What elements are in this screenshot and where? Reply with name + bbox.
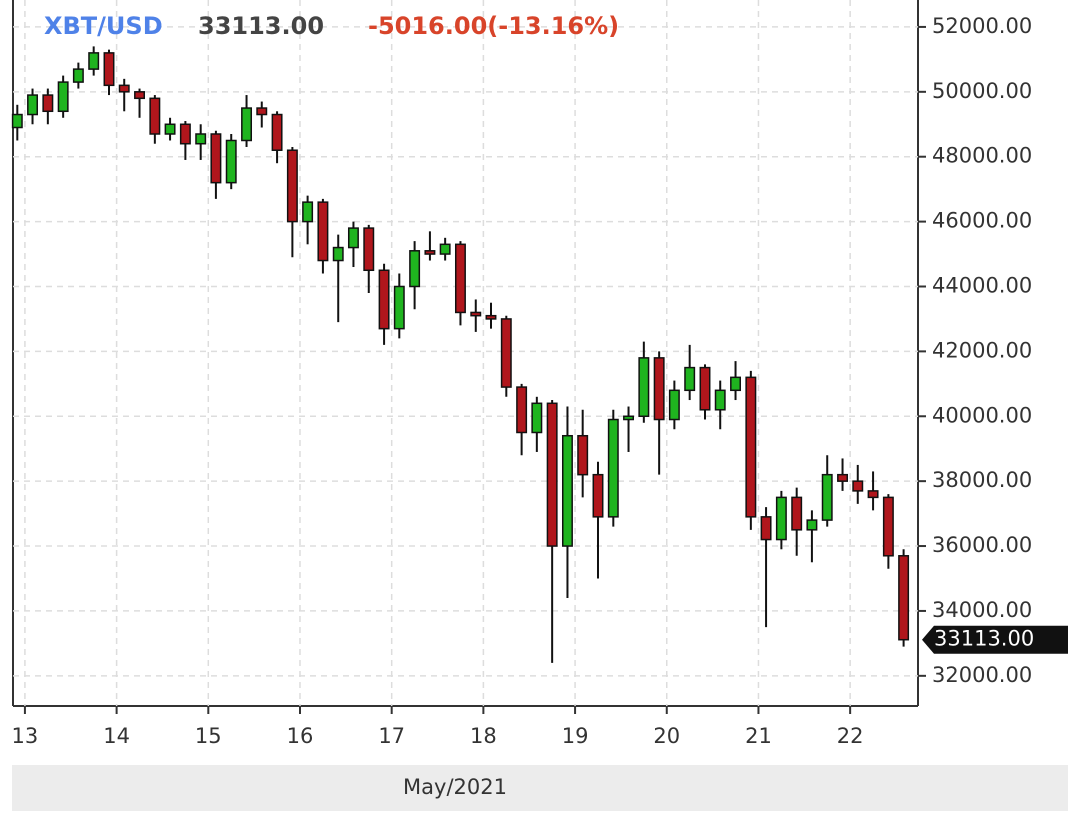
price-change: -5016.00(-13.16%) — [368, 12, 619, 40]
last-price: 33113.00 — [198, 12, 324, 40]
candle-body — [684, 366, 696, 392]
candle-body — [607, 418, 619, 518]
candle-body — [72, 68, 84, 83]
x-axis-label: May/2021 — [403, 775, 507, 799]
grid — [13, 0, 918, 706]
candle-body — [241, 107, 253, 142]
candle-body — [27, 94, 38, 116]
candle-body — [378, 269, 390, 330]
candle-body — [623, 415, 634, 421]
candle-body — [806, 519, 818, 531]
y-tick-label: 46000.00 — [932, 209, 1032, 233]
candle-body — [424, 250, 436, 255]
y-tick-label: 32000.00 — [932, 663, 1032, 687]
candle-body — [470, 311, 482, 317]
y-tick-label: 36000.00 — [932, 533, 1032, 557]
candle-body — [256, 107, 268, 116]
candle-body — [745, 376, 757, 518]
candle-body — [699, 366, 711, 411]
y-tick-label: 44000.00 — [932, 273, 1032, 297]
candle-body — [149, 97, 161, 135]
candle-body — [882, 496, 894, 557]
x-tick-label: 18 — [470, 724, 497, 748]
candle-body — [592, 473, 604, 518]
candle-body — [791, 496, 803, 531]
candle-body — [485, 314, 497, 320]
last-price-tag-label: 33113.00 — [934, 627, 1034, 651]
candle-body — [42, 94, 54, 113]
candle-body — [164, 123, 176, 135]
candle-body — [195, 133, 207, 145]
candle-body — [867, 490, 879, 499]
x-tick-label: 16 — [287, 724, 314, 748]
x-tick-label: 14 — [103, 724, 130, 748]
y-tick-label: 40000.00 — [932, 403, 1032, 427]
candle-body — [57, 81, 69, 113]
y-tick-label: 42000.00 — [932, 338, 1032, 362]
candle-body — [531, 402, 543, 434]
x-tick-label: 19 — [562, 724, 589, 748]
candle-body — [271, 113, 283, 151]
candle-body — [286, 149, 298, 223]
candle-body — [454, 243, 466, 314]
candle-body — [393, 285, 405, 330]
candle-body — [409, 250, 421, 288]
candle-body — [317, 201, 329, 262]
candle-body — [730, 376, 742, 392]
candle-body — [516, 386, 528, 434]
candle-body — [821, 473, 833, 521]
x-tick-label: 15 — [195, 724, 222, 748]
x-tick-label: 22 — [837, 724, 864, 748]
last-price-tag — [922, 625, 1068, 654]
candle-body — [775, 496, 787, 541]
candle-body — [179, 123, 191, 145]
candle-body — [210, 133, 222, 184]
candle-body — [837, 473, 849, 482]
candles — [11, 46, 910, 663]
y-tick-label: 38000.00 — [932, 468, 1032, 492]
x-tick-label: 21 — [745, 724, 772, 748]
candle-body — [103, 52, 115, 87]
candle-body — [363, 227, 375, 272]
candle-body — [668, 389, 680, 421]
x-tick-label: 17 — [378, 724, 405, 748]
candle-body — [561, 434, 573, 547]
candle-body — [577, 434, 589, 476]
candle-body — [898, 555, 910, 641]
y-tick-label: 48000.00 — [932, 144, 1032, 168]
candle-body — [546, 402, 558, 547]
candle-body — [653, 357, 665, 421]
candle-body — [500, 318, 512, 388]
candle-body — [852, 480, 864, 492]
candle-body — [714, 389, 726, 411]
candle-body — [88, 52, 100, 70]
candle-body — [302, 201, 314, 223]
candle-body — [332, 246, 344, 262]
candle-body — [225, 139, 237, 184]
x-axis-band — [12, 765, 1068, 811]
candle-body — [118, 84, 130, 93]
candle-body — [439, 243, 451, 255]
y-tick-label: 52000.00 — [932, 14, 1032, 38]
candle-body — [347, 227, 359, 249]
y-tick-label: 34000.00 — [932, 598, 1032, 622]
candle-body — [134, 91, 146, 100]
candle-body — [638, 357, 650, 418]
symbol: XBT/USD — [44, 12, 163, 40]
x-tick-label: 13 — [12, 724, 39, 748]
candle-body — [760, 516, 772, 541]
candle-body — [11, 113, 23, 129]
y-tick-label: 50000.00 — [932, 79, 1032, 103]
x-tick-label: 20 — [653, 724, 680, 748]
